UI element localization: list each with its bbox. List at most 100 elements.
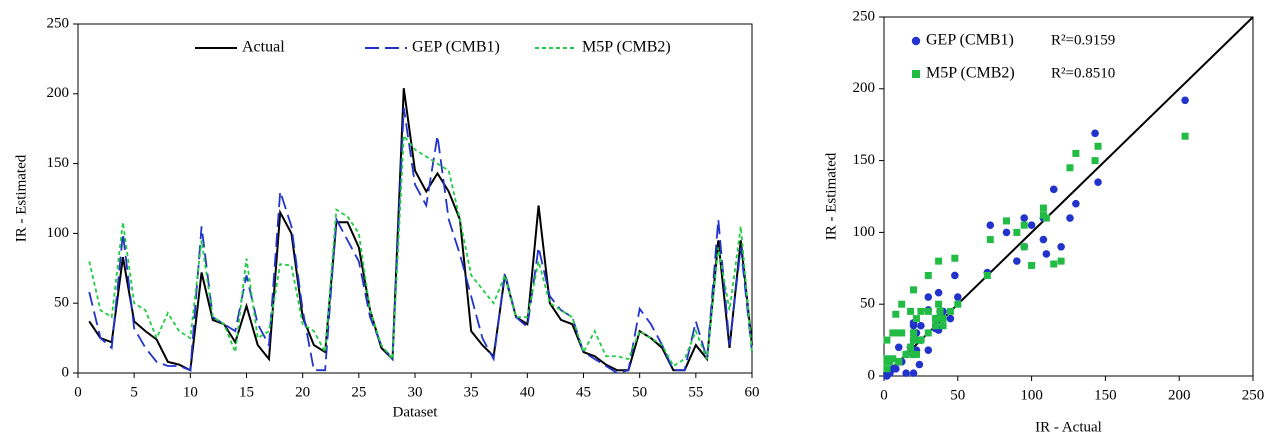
y-tick-label: 250 (853, 8, 876, 24)
legend-label: M5P (CMB2) (582, 39, 671, 56)
legend-label: M5P (CMB2) (926, 65, 1015, 82)
point (1020, 221, 1028, 229)
x-tick-label: 55 (688, 384, 703, 400)
point (954, 293, 962, 301)
point (895, 358, 903, 366)
point (1042, 214, 1050, 222)
point (1002, 228, 1011, 237)
y-tick-label: 150 (853, 152, 876, 168)
point (898, 329, 906, 337)
point (939, 322, 947, 330)
y-tick-label: 50 (860, 296, 875, 312)
point (1020, 243, 1028, 251)
point (1013, 257, 1021, 265)
legend-label: Actual (242, 39, 285, 56)
x-tick-label: 50 (632, 384, 647, 400)
plot-frame (77, 23, 753, 374)
point (1072, 149, 1080, 157)
point (935, 300, 943, 308)
point (954, 300, 962, 308)
point (1042, 250, 1051, 258)
point (924, 346, 933, 354)
point (1039, 204, 1047, 212)
point (883, 336, 891, 344)
point (1057, 242, 1065, 251)
point (902, 350, 910, 358)
point (934, 288, 943, 297)
x-tick-label: 200 (1168, 387, 1191, 403)
x-tick-label: 10 (183, 384, 198, 400)
x-tick-label: 100 (1020, 387, 1043, 403)
point (939, 315, 947, 323)
point (917, 321, 925, 330)
x-tick-label: 15 (239, 384, 254, 400)
point (1094, 142, 1102, 150)
point (1003, 217, 1011, 225)
point (983, 271, 991, 279)
point (1028, 261, 1036, 269)
point (1091, 157, 1099, 165)
r-squared: R²=0.9159 (1051, 32, 1115, 48)
point (907, 307, 915, 315)
x-tick-label: 35 (464, 384, 479, 400)
y-tick-label: 100 (47, 225, 70, 241)
point (951, 254, 959, 262)
x-tick-label: 25 (351, 384, 366, 400)
point (886, 358, 894, 366)
x-tick-label: 0 (74, 384, 82, 400)
point (1094, 178, 1102, 186)
point (946, 307, 954, 315)
point (883, 365, 891, 373)
point (1020, 214, 1029, 222)
legend-swatch (912, 70, 920, 78)
point (1181, 132, 1189, 140)
x-tick-label: 30 (408, 384, 423, 400)
y-tick-label: 200 (47, 85, 70, 101)
point (889, 329, 897, 337)
series-line (88, 133, 753, 368)
point (912, 315, 920, 323)
point (932, 315, 940, 323)
x-tick-label: 45 (576, 384, 591, 400)
x-tick-label: 60 (745, 384, 760, 400)
x-tick-label: 150 (1094, 387, 1117, 403)
legend-swatch (911, 36, 921, 46)
point (986, 221, 995, 230)
point (909, 369, 918, 377)
legend-label: GEP (CMB1) (926, 32, 1014, 49)
point (1066, 214, 1074, 222)
point (917, 307, 925, 315)
y-axis-label: IR - Estimated (823, 152, 839, 240)
x-tick-label: 250 (1242, 387, 1265, 403)
point (894, 343, 903, 352)
point (910, 336, 918, 344)
point (924, 293, 933, 301)
x-tick-label: 5 (130, 384, 138, 400)
point (1057, 257, 1065, 265)
point (924, 329, 932, 337)
point (915, 360, 924, 369)
point (932, 322, 940, 330)
y-tick-label: 0 (62, 364, 70, 380)
point (1181, 96, 1189, 105)
point (1091, 129, 1099, 138)
point (986, 236, 994, 244)
point (1050, 260, 1058, 268)
x-tick-label: 40 (520, 384, 535, 400)
y-tick-label: 50 (54, 295, 69, 311)
y-tick-label: 250 (47, 15, 70, 31)
y-tick-label: 100 (853, 224, 876, 240)
point (910, 286, 918, 294)
x-axis-label: Dataset (393, 404, 439, 420)
point (892, 310, 900, 318)
point (935, 257, 943, 265)
x-tick-label: 0 (880, 387, 888, 403)
point (898, 300, 906, 308)
legend-label: GEP (CMB1) (412, 39, 500, 56)
point (1072, 199, 1080, 208)
x-tick-label: 50 (950, 387, 965, 403)
x-axis-label: IR - Actual (1035, 419, 1102, 435)
y-tick-label: 0 (868, 367, 876, 383)
point (910, 350, 918, 358)
